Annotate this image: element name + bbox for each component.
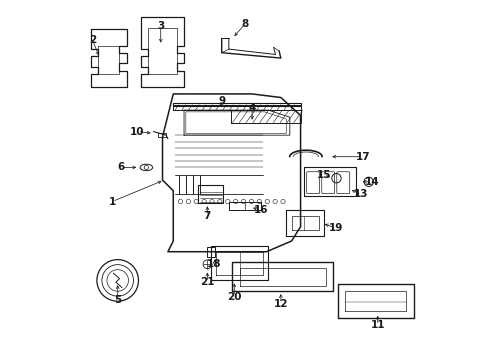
Text: 21: 21 — [200, 277, 215, 287]
Text: 20: 20 — [227, 292, 242, 302]
Text: 9: 9 — [218, 96, 225, 106]
Text: 13: 13 — [354, 189, 369, 199]
Text: 12: 12 — [273, 299, 288, 309]
Text: 18: 18 — [207, 259, 222, 269]
Text: 14: 14 — [365, 177, 380, 187]
Text: 5: 5 — [114, 295, 122, 305]
Text: 10: 10 — [130, 127, 145, 136]
Text: 8: 8 — [242, 19, 248, 29]
Text: 7: 7 — [204, 211, 211, 221]
Text: 19: 19 — [329, 224, 343, 233]
Text: 17: 17 — [356, 152, 370, 162]
Text: 15: 15 — [317, 170, 331, 180]
Text: 6: 6 — [118, 162, 125, 172]
Text: 16: 16 — [254, 206, 269, 216]
Text: 4: 4 — [248, 103, 256, 113]
Bar — [207, 247, 215, 257]
Bar — [158, 133, 166, 137]
Text: 3: 3 — [157, 21, 164, 31]
Text: 1: 1 — [109, 197, 116, 207]
Text: 11: 11 — [370, 320, 385, 330]
Text: 2: 2 — [89, 35, 96, 45]
